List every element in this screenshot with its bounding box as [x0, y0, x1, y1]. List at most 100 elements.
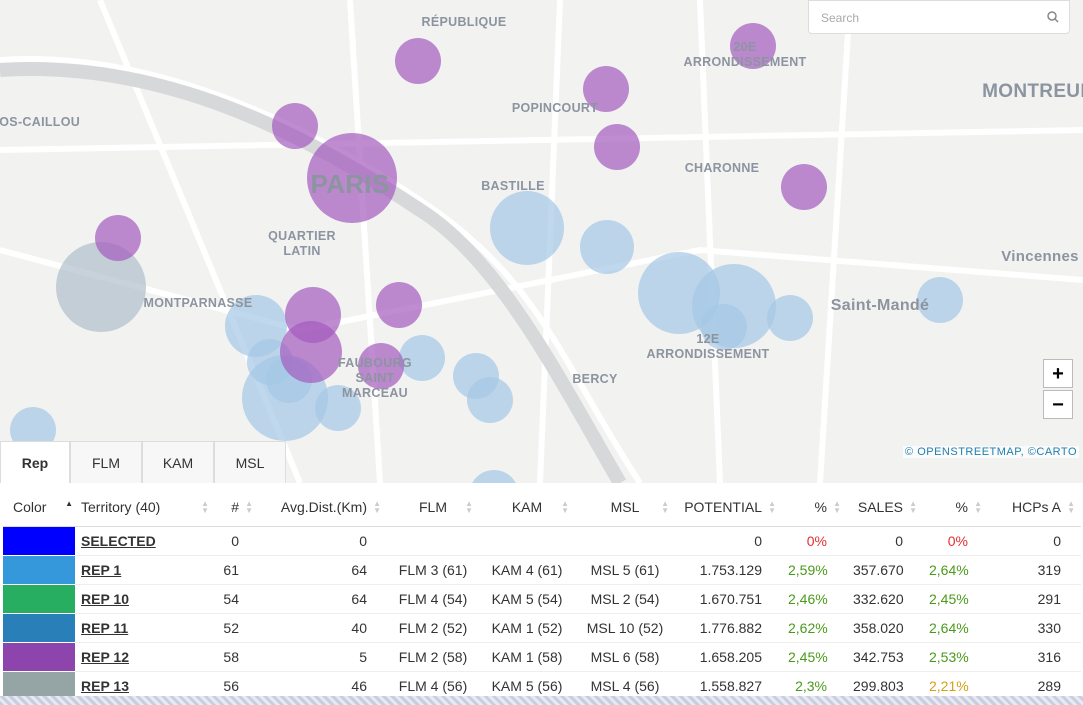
cell-text: 64 [351, 562, 367, 578]
table-row[interactable]: REP 1 61 64 FLM 3 (61) KAM 4 (61) MSL 5 (61) 1… [3, 555, 1081, 585]
table-row[interactable]: REP 10 54 64 FLM 4 (54) KAM 5 (54) MSL 2 (54)… [3, 584, 1081, 614]
cell-text: 1.670.751 [699, 591, 762, 607]
cell-hcps: 319 [988, 555, 1081, 585]
tab[interactable]: MSL [214, 441, 286, 483]
column-header-text: Avg.Dist.(Km) [280, 499, 367, 515]
sort-arrow: ▲ ▼ [909, 499, 917, 515]
cell-flm [387, 526, 479, 556]
cell-text: 0 [231, 533, 239, 549]
territory-link[interactable]: REP 13 [81, 678, 129, 694]
column-header[interactable]: HCPs A ▲ ▼ [988, 488, 1081, 527]
cell-text: 358.020 [853, 620, 904, 636]
cell-text: MSL 4 (56) [590, 678, 660, 694]
tab[interactable]: FLM [70, 441, 142, 483]
zoom-out[interactable]: − [1043, 390, 1073, 419]
cell-msl [575, 526, 675, 556]
cell-hcps: 330 [988, 613, 1081, 643]
cell-text: 54 [223, 591, 239, 607]
cell-text: KAM 1 (58) [491, 649, 563, 665]
column-header-text: POTENTIAL [684, 499, 762, 515]
cell-text: FLM 2 (52) [398, 620, 468, 636]
cell-msl: MSL 2 (54) [575, 584, 675, 614]
column-header[interactable]: FLM ▲ ▼ [387, 488, 479, 527]
cell-text: 2,45% [929, 591, 969, 607]
map-label: CHARONNE [685, 161, 760, 175]
cell-msl: MSL 10 (52) [575, 613, 675, 643]
zoom-in[interactable]: + [1043, 359, 1073, 388]
cell-pct2: 2,64% [923, 555, 988, 585]
table-row[interactable]: REP 11 52 40 FLM 2 (52) KAM 1 (52) MSL 10 (52… [3, 613, 1081, 643]
column-header[interactable]: % ▲ ▼ [782, 488, 847, 527]
sort-arrow: ▲ ▼ [1067, 499, 1075, 515]
column-header[interactable]: Territory (40) ▲ ▼ [75, 488, 215, 527]
cell-count: 58 [215, 642, 259, 672]
table-row[interactable]: REP 12 58 5 FLM 2 (58) KAM 1 (58) MSL 6 (58) 1… [3, 642, 1081, 672]
cell-dist: 40 [259, 613, 387, 643]
territory-link[interactable]: REP 12 [81, 649, 129, 665]
tab[interactable]: Rep [0, 441, 70, 483]
cell-msl: MSL 6 (58) [575, 642, 675, 672]
column-header[interactable]: Avg.Dist.(Km) ▲ ▼ [259, 488, 387, 527]
color-swatch [3, 613, 75, 643]
map-label: 20E [733, 40, 756, 54]
cell-text: 1.753.129 [699, 562, 762, 578]
column-header-text: MSL [610, 499, 640, 515]
map[interactable]: RÉPUBLIQUE20EARRONDISSEMENTMONTREUILGROS… [0, 0, 1083, 483]
map-label: LATIN [283, 244, 320, 258]
sort-arrow: ▲ ▼ [768, 499, 776, 515]
cell-text: 2,45% [788, 649, 828, 665]
cell-dist: 64 [259, 555, 387, 585]
column-header[interactable]: MSL ▲ ▼ [575, 488, 675, 527]
cell-text: 46 [351, 678, 367, 694]
column-header[interactable]: SALES ▲ ▼ [847, 488, 923, 527]
cell-sales: 342.753 [847, 642, 923, 672]
cell-text: 0 [754, 533, 762, 549]
cell-potential: 1.670.751 [675, 584, 782, 614]
territory-link[interactable]: REP 10 [81, 591, 129, 607]
cell-text: 61 [223, 562, 239, 578]
cell-text: 52 [223, 620, 239, 636]
cell-text: 56 [223, 678, 239, 694]
color-swatch [3, 642, 75, 672]
map-label: FAUBOURG [338, 356, 412, 370]
cell-pct2: 2,64% [923, 613, 988, 643]
cell-text: 2,64% [929, 562, 969, 578]
cell-text: MSL 6 (58) [590, 649, 660, 665]
column-header-text: SALES [857, 499, 903, 515]
cell-kam: KAM 1 (58) [479, 642, 575, 672]
cell-text: 2,53% [929, 649, 969, 665]
cell-text: KAM 4 (61) [491, 562, 563, 578]
cell-text: FLM 4 (54) [398, 591, 468, 607]
attribution[interactable]: © OPENSTREETMAP, ©CARTO [903, 446, 1079, 458]
cell-text: 1.558.827 [699, 678, 762, 694]
tab[interactable]: KAM [142, 441, 214, 483]
sort-arrow: ▲ ▼ [373, 499, 381, 515]
column-header[interactable]: POTENTIAL ▲ ▼ [675, 488, 782, 527]
territory-link[interactable]: REP 1 [81, 562, 122, 578]
column-header[interactable]: KAM ▲ ▼ [479, 488, 575, 527]
cell-pct1: 2,45% [782, 642, 847, 672]
column-header[interactable]: Color ▲ [3, 488, 75, 527]
cell-text: 2,3% [795, 678, 827, 694]
cell-sales: 0 [847, 526, 923, 556]
map-label: GROS-CAILLOU [0, 115, 80, 129]
cell-text: 332.620 [853, 591, 904, 607]
cell-pct1: 0% [782, 526, 847, 556]
territory-link[interactable]: REP 11 [81, 620, 129, 636]
map-label: SAINT [356, 371, 395, 385]
column-header[interactable]: # ▲ ▼ [215, 488, 259, 527]
cell-text: FLM 4 (56) [398, 678, 468, 694]
grey-circle [56, 242, 146, 332]
territory-link[interactable]: SELECTED [81, 533, 156, 549]
scrollbar[interactable] [0, 696, 1083, 705]
column-header-text: KAM [511, 499, 543, 515]
search-box[interactable]: Search [808, 0, 1070, 34]
cell-dist: 5 [259, 642, 387, 672]
map-label: 12E [696, 332, 719, 346]
sort-arrow: ▲ ▼ [465, 499, 473, 515]
table-row[interactable]: SELECTED 0 0 0 0% 0 0% 0 [3, 526, 1081, 556]
column-header-text: % [814, 499, 827, 515]
cell-potential: 0 [675, 526, 782, 556]
column-header[interactable]: % ▲ ▼ [923, 488, 988, 527]
